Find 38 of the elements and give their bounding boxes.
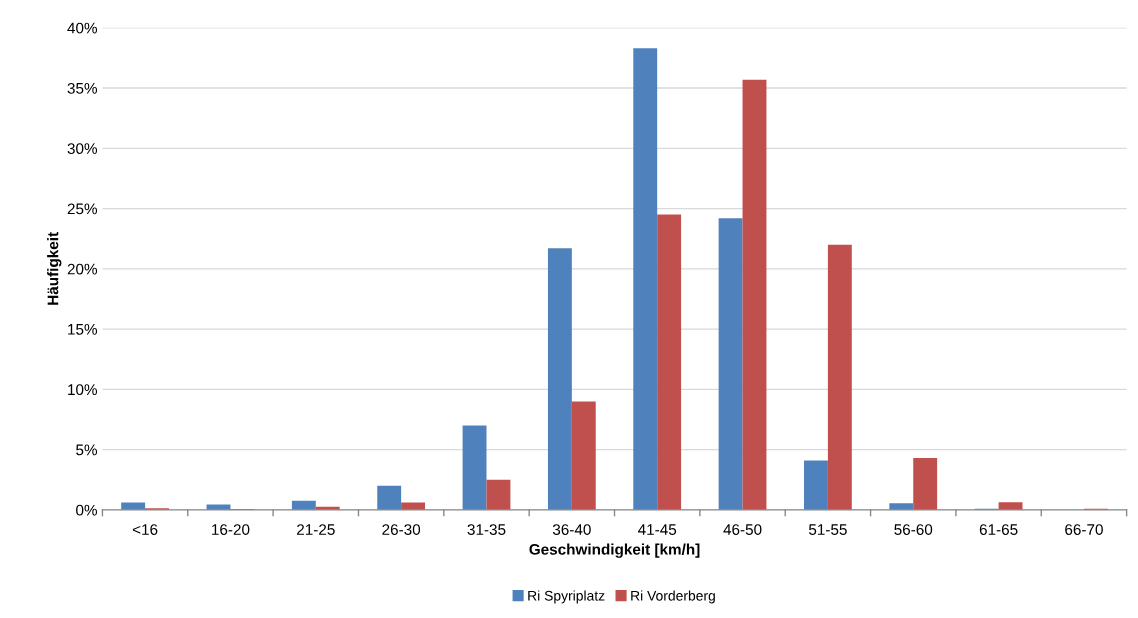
bar <box>547 248 572 510</box>
bar <box>462 425 487 510</box>
bar <box>486 479 511 510</box>
bar <box>913 458 938 510</box>
x-tick-label: 56-60 <box>894 524 933 535</box>
x-tick-label: 36-40 <box>552 524 591 535</box>
x-axis-title: Geschwindigkeit [km/h] <box>529 543 700 558</box>
bar <box>827 244 852 510</box>
y-tick-label: 25% <box>67 203 98 215</box>
legend-label: Ri Vorderberg <box>631 590 715 604</box>
y-tick-label: 20% <box>67 263 98 275</box>
y-tick-label: 10% <box>68 384 98 396</box>
y-tick-label: 0% <box>76 504 98 516</box>
x-tick-label: 21-25 <box>297 524 335 535</box>
y-tick-label: 35% <box>67 82 98 94</box>
bar <box>718 218 743 510</box>
x-tick-label: 16-20 <box>212 524 250 535</box>
x-tick-label: <16 <box>132 524 158 535</box>
x-tick-label: 31-35 <box>467 524 506 535</box>
y-axis-title: Häufigkeit <box>47 232 62 305</box>
x-tick-label: 41-45 <box>638 524 677 535</box>
legend-label: Ri Spyriplatz <box>528 590 605 604</box>
y-tick-label: 15% <box>68 324 98 335</box>
y-tick-label: 30% <box>67 143 98 155</box>
x-tick-label: 66-70 <box>1065 524 1103 535</box>
x-tick-label: 46-50 <box>723 524 762 535</box>
bar <box>571 401 596 510</box>
bar <box>633 48 658 510</box>
bar <box>742 79 767 510</box>
y-tick-label: 5% <box>76 444 98 456</box>
y-tick-label: 40% <box>67 22 98 34</box>
bar <box>657 214 682 510</box>
x-tick-label: 61-65 <box>979 524 1018 535</box>
x-tick-label: 51-55 <box>808 524 847 535</box>
bar <box>377 485 402 510</box>
bar <box>889 503 914 510</box>
x-tick-label: 26-30 <box>382 524 421 535</box>
bar <box>804 460 828 510</box>
